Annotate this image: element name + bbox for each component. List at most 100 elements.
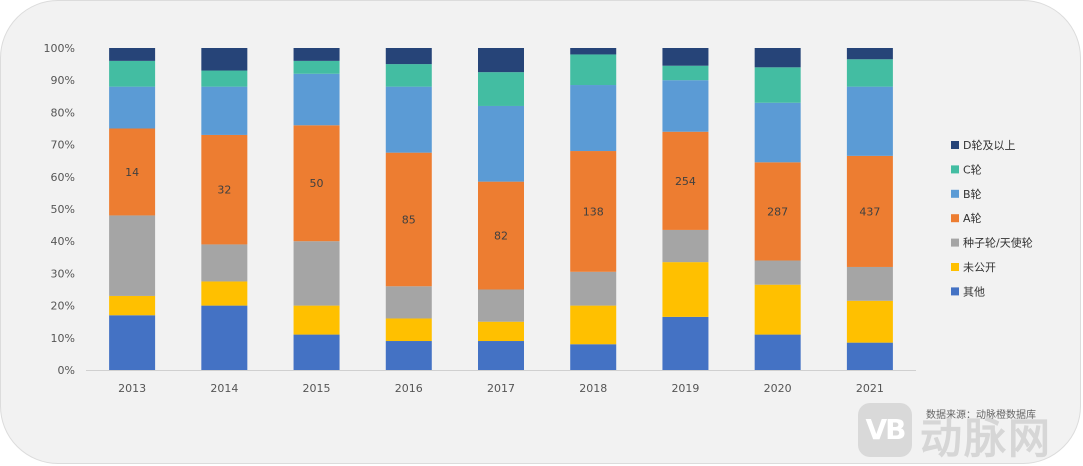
bar-segment [754, 102, 801, 163]
bar-segment [754, 334, 801, 370]
legend-swatch [951, 214, 959, 223]
logo-wordmark: 动脉网 [920, 414, 1053, 463]
legend-label: 其他 [963, 285, 985, 298]
data-label: 287 [767, 205, 788, 218]
bar-segment [754, 284, 801, 335]
data-label: 50 [310, 177, 324, 190]
legend-swatch [951, 165, 959, 174]
bar-segment [570, 344, 617, 370]
legend-label: 未公开 [963, 261, 996, 274]
legend-swatch [951, 141, 959, 149]
x-tick-label: 2019 [671, 382, 699, 395]
bar-segment [109, 48, 156, 61]
bar-segment [570, 271, 617, 306]
legend-label: B轮 [963, 187, 982, 201]
bar-segment [570, 151, 617, 272]
bar-segment [293, 305, 340, 335]
bar-segment [570, 85, 617, 152]
bar-segment [846, 342, 893, 370]
bar-segment [478, 181, 524, 290]
bar-segment [109, 295, 156, 316]
bar-segment [201, 48, 248, 71]
legend-swatch [951, 263, 959, 271]
bar-segment [385, 152, 432, 287]
bar-segment [754, 67, 801, 103]
legend-label: A轮 [963, 211, 982, 225]
x-tick-label: 2017 [487, 382, 515, 395]
source-note: 数据来源：动脉橙数据库 [926, 410, 1036, 421]
bar-segment [846, 300, 893, 343]
bar-segment [201, 86, 248, 135]
x-tick-label: 2015 [303, 382, 331, 395]
bar-segment [293, 334, 340, 370]
bar-segment [662, 262, 709, 317]
logo-badge-text: VB [865, 413, 906, 446]
bar-segment [754, 48, 801, 68]
bar-segment [662, 65, 709, 81]
y-tick-label: 30% [51, 267, 75, 280]
bar-segment [201, 305, 248, 370]
bar-segment [201, 281, 248, 306]
data-label: 437 [859, 205, 880, 218]
bar-segment [570, 48, 617, 55]
y-tick-label: 20% [51, 300, 75, 313]
x-tick-label: 2014 [210, 382, 238, 395]
y-tick-label: 10% [51, 332, 75, 345]
bar-segment [201, 244, 248, 282]
bar-segment [662, 48, 709, 66]
x-axis: 2013 2014 2015 2016 2017 2018 2019 2020 2021 [118, 382, 884, 395]
y-tick-label: 100% [44, 42, 75, 55]
bar-segment [201, 70, 248, 87]
y-axis: 0% 10% 20% 30% 40% 50% 60% 70% 80% 90% 100% [44, 42, 916, 377]
bar-segment [201, 134, 248, 245]
data-label: 138 [583, 205, 604, 218]
legend-label: D轮及以上 [963, 138, 1015, 152]
bar-segment [754, 260, 801, 285]
legend-swatch [951, 189, 959, 198]
bar-segment [109, 128, 156, 216]
y-tick-label: 50% [51, 203, 75, 216]
bar-segment [846, 59, 893, 87]
data-label: 254 [675, 175, 696, 188]
x-tick-label: 2013 [118, 382, 146, 395]
bar-segment [478, 105, 524, 182]
bar-segment [478, 48, 524, 73]
bar-segment [754, 162, 801, 261]
bar-segment [293, 241, 340, 306]
bar-segment [109, 86, 156, 129]
bar-segment [293, 125, 340, 242]
legend-swatch [951, 287, 959, 296]
x-tick-label: 2016 [395, 382, 423, 395]
bar-segment [385, 86, 432, 153]
bar-segment [662, 316, 709, 370]
x-tick-label: 2021 [856, 382, 884, 395]
bar-segment [293, 48, 340, 61]
bar-segment [385, 341, 432, 370]
x-tick-label: 2020 [764, 382, 792, 395]
bar-segment [846, 155, 893, 267]
bar-segment [109, 60, 156, 87]
y-tick-label: 60% [51, 171, 75, 184]
data-label: 14 [125, 166, 139, 179]
bar-segment [846, 48, 893, 60]
bar-segment [109, 215, 156, 296]
data-label: 82 [494, 230, 508, 243]
bar-segment [478, 289, 524, 322]
bar-segment [478, 321, 524, 342]
x-tick-label: 2018 [579, 382, 607, 395]
bar-segment [662, 229, 709, 263]
y-tick-label: 80% [51, 106, 75, 119]
bar-segment [385, 286, 432, 319]
y-tick-label: 0% [58, 364, 75, 377]
bar-segment [662, 131, 709, 230]
data-label: 32 [217, 184, 231, 197]
bar-segment [662, 80, 709, 132]
data-label: 85 [402, 213, 416, 226]
vb-logo-icon: VB [858, 403, 912, 457]
bar-segment [109, 315, 156, 370]
bar-segment [385, 48, 432, 65]
legend-label: C轮 [963, 162, 982, 176]
